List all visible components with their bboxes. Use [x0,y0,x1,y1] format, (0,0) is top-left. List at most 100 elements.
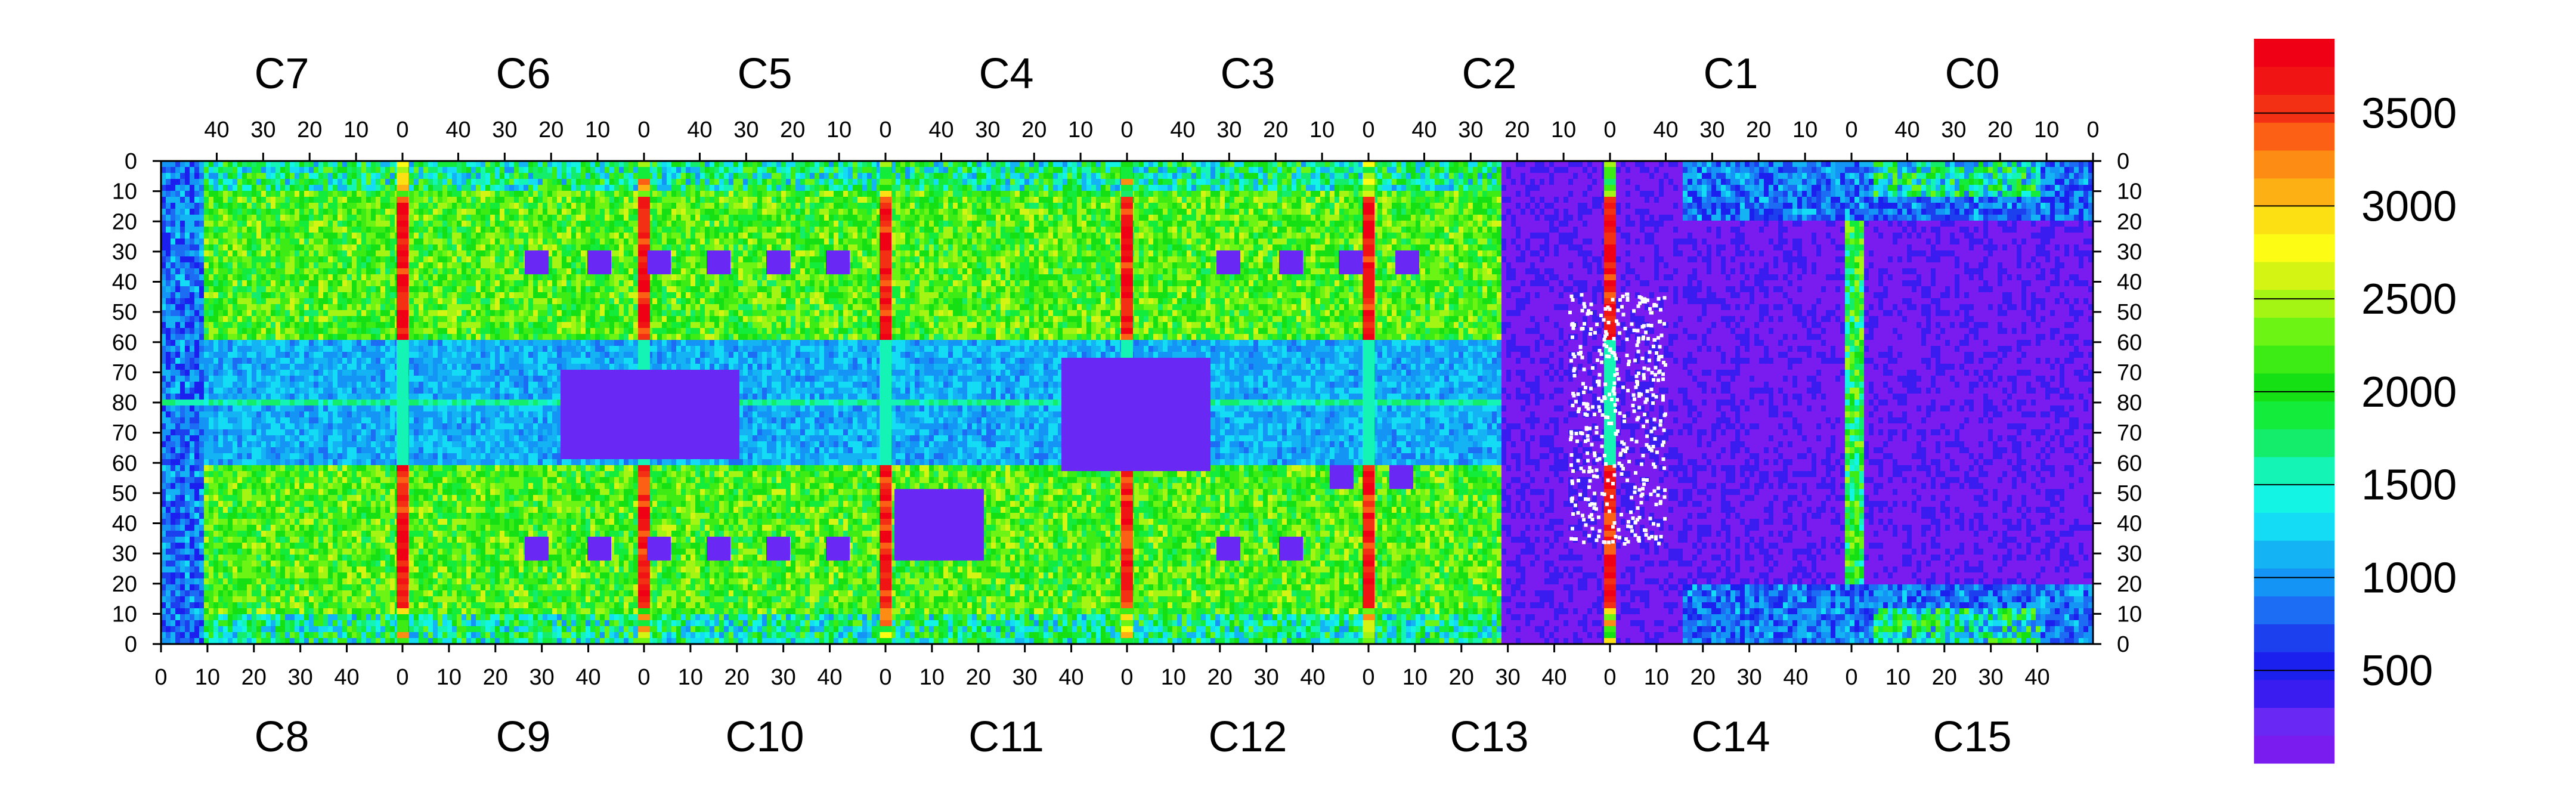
top-chip-label: C2 [1462,50,1516,98]
colorbar-swatch [2254,624,2334,652]
colorbar-tick-label: 3000 [2361,182,2457,230]
right-tick-label: 10 [2117,602,2142,627]
right-tick-label: 50 [2117,300,2142,325]
bottom-tick-label: 10 [195,665,220,690]
bottom-tick-label: 20 [1932,665,1957,690]
top-tick-label: 10 [1309,117,1335,143]
bottom-tick-label: 40 [1058,665,1083,690]
top-tick-label: 40 [1653,117,1678,143]
colorbar-swatch [2254,39,2334,67]
top-tick-label: 20 [1263,117,1288,143]
bottom-tick-label: 10 [1402,665,1428,690]
left-tick-label: 0 [125,632,137,657]
top-tick-label: 40 [204,117,229,143]
bottom-chip-label: C10 [725,713,804,761]
colorbar-swatch [2254,485,2334,513]
colorbar-swatch [2254,150,2334,178]
colorbar-swatch [2254,206,2334,234]
bottom-tick-label: 30 [288,665,313,690]
top-tick-label: 20 [1746,117,1771,143]
top-chip-label: C5 [737,50,792,98]
top-tick-label: 30 [975,117,1000,143]
bottom-tick-label: 0 [1120,665,1133,690]
right-tick-label: 70 [2117,421,2142,446]
top-tick-label: 10 [343,117,369,143]
colorbar-swatch [2254,735,2334,763]
top-tick-label: 40 [1894,117,1919,143]
colorbar-swatch [2254,94,2334,122]
bottom-tick-label: 30 [771,665,796,690]
left-tick-label: 40 [112,270,137,295]
bottom-tick-label: 10 [1644,665,1669,690]
top-tick-label: 10 [1068,117,1093,143]
top-tick-label: 0 [637,117,650,143]
top-tick-label: 40 [928,117,953,143]
colorbar-swatch [2254,290,2334,318]
bottom-chip-label: C11 [968,713,1044,761]
top-chip-label: C1 [1703,50,1758,98]
colorbar-swatch [2254,540,2334,568]
top-tick-label: 0 [396,117,408,143]
colorbar-swatch [2254,345,2334,373]
right-tick-label: 30 [2117,541,2142,566]
top-tick-label: 30 [1699,117,1724,143]
bottom-tick-label: 20 [242,665,267,690]
top-tick-label: 40 [445,117,470,143]
bottom-tick-label: 0 [396,665,408,690]
colorbar-swatch [2254,596,2334,624]
top-tick-label: 30 [1941,117,1966,143]
top-tick-label: 0 [1120,117,1133,143]
bottom-tick-label: 30 [1737,665,1762,690]
colorbar-swatch [2254,373,2334,401]
colorbar-swatch [2254,317,2334,345]
right-tick-label: 30 [2117,240,2142,265]
top-tick-label: 0 [1603,117,1616,143]
bottom-chip-label: C9 [496,713,550,761]
top-chip-label: C6 [496,50,550,98]
bottom-tick-label: 30 [1979,665,2004,690]
top-tick-label: 10 [826,117,852,143]
bottom-tick-label: 20 [1208,665,1233,690]
left-tick-label: 70 [112,421,137,446]
colorbar-swatch [2254,401,2334,429]
bottom-tick-label: 40 [1541,665,1566,690]
bottom-tick-label: 10 [1885,665,1911,690]
bottom-chip-label: C13 [1450,713,1528,761]
colorbar-swatch [2254,234,2334,262]
top-tick-label: 30 [492,117,517,143]
bottom-tick-label: 20 [724,665,750,690]
right-tick-label: 60 [2117,451,2142,476]
top-tick-label: 20 [1021,117,1046,143]
colorbar-swatch [2254,652,2334,680]
colorbar-tick-label: 2000 [2361,369,2457,416]
top-tick-label: 20 [780,117,805,143]
top-tick-label: 20 [538,117,564,143]
top-tick-label: 0 [879,117,891,143]
colorbar-tick-label: 500 [2361,647,2433,695]
bottom-tick-label: 30 [530,665,555,690]
bottom-tick-label: 40 [334,665,359,690]
left-tick-label: 10 [112,602,137,627]
bottom-tick-label: 20 [1690,665,1716,690]
top-tick-label: 20 [1504,117,1530,143]
bottom-tick-label: 40 [575,665,600,690]
left-tick-label: 0 [125,149,137,174]
bottom-tick-label: 30 [1254,665,1279,690]
top-chip-label: C3 [1220,50,1275,98]
left-tick-label: 40 [112,512,137,537]
bottom-tick-label: 0 [637,665,650,690]
right-tick-label: 80 [2117,391,2142,416]
bottom-tick-label: 20 [966,665,991,690]
bottom-tick-label: 0 [1845,665,1857,690]
colorbar-swatch [2254,568,2334,596]
top-tick-label: 20 [1987,117,2012,143]
top-tick-label: 10 [1792,117,1818,143]
left-tick-label: 20 [112,572,137,597]
top-chip-label: C7 [254,50,309,98]
top-tick-label: 10 [1551,117,1576,143]
